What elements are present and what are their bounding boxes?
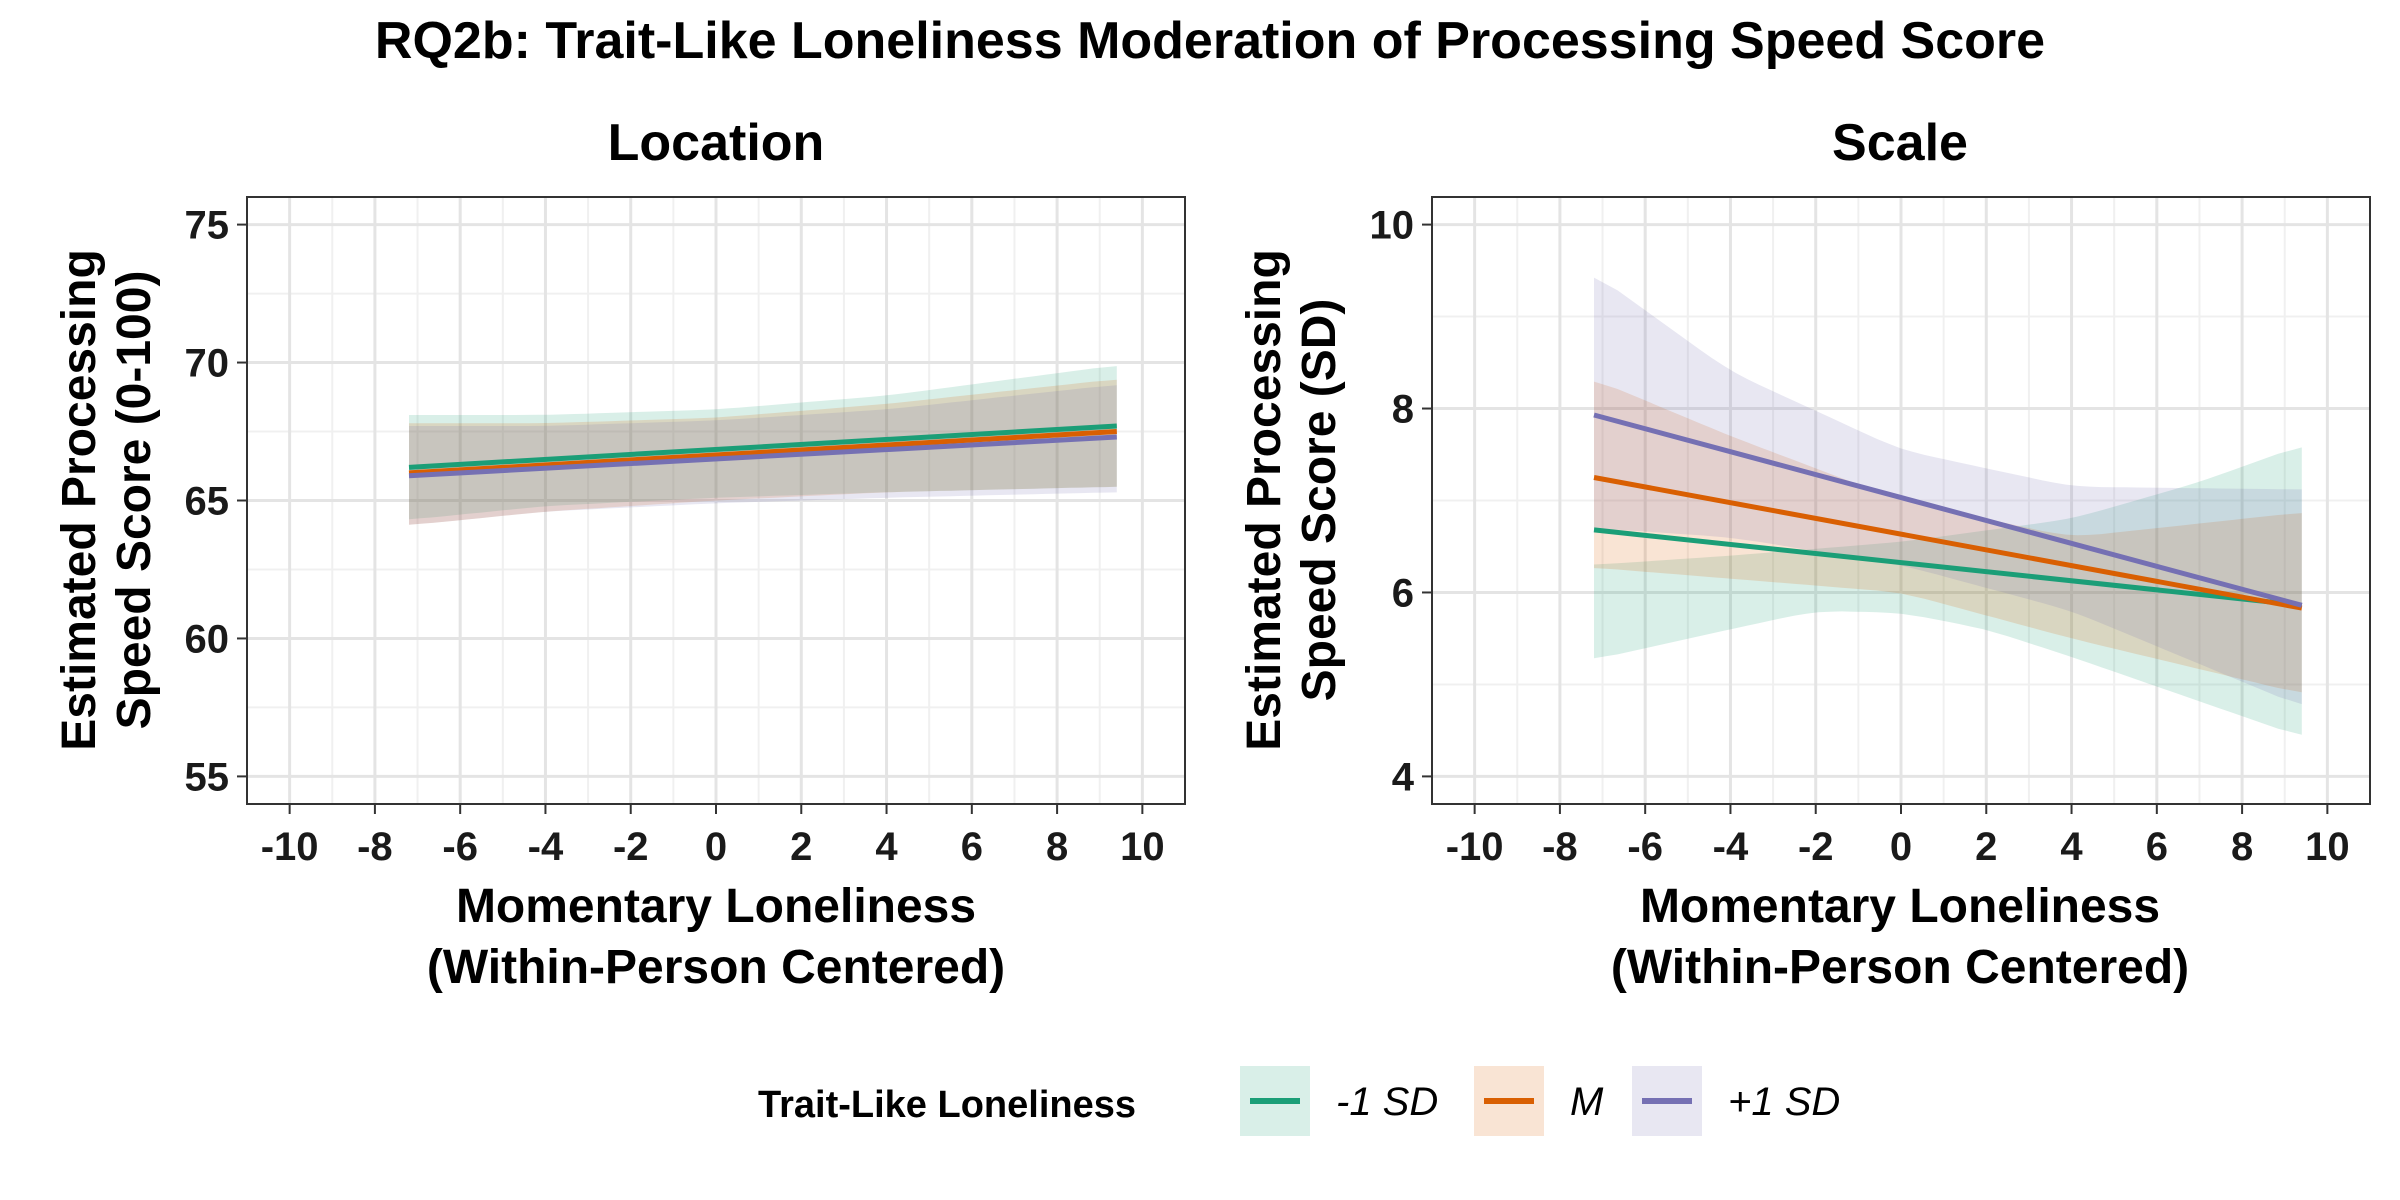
panel-location: Location -10 -8 -6 -4 -2 0 2 4 6 8 10 55 60 65 70 75 Mo… xyxy=(53,114,1186,994)
x-tick-label: 0 xyxy=(705,825,727,869)
panel-scale-y-axis-label-line2: Speed Score (SD) xyxy=(1293,299,1346,702)
legend: Trait-Like Loneliness -1 SD M +1 SD xyxy=(758,1066,1840,1136)
panel-scale-x-axis-label-line1: Momentary Loneliness xyxy=(1640,880,2160,933)
x-tick-label: 6 xyxy=(961,825,983,869)
series-line-minus-1sd xyxy=(408,423,1117,470)
x-tick-label: 8 xyxy=(1046,825,1068,869)
ci-band-minus-1sd xyxy=(409,366,1117,520)
legend-item-plus-1sd: +1 SD xyxy=(1632,1066,1840,1136)
x-tick-label: 6 xyxy=(2146,825,2168,869)
legend-label-plus-1sd: +1 SD xyxy=(1728,1080,1840,1124)
ci-band-minus-1sd xyxy=(1594,447,2302,735)
panel-location-y-axis-label-line1: Estimated Processing xyxy=(53,249,106,751)
panel-scale-strip-label: Scale xyxy=(1832,114,1968,172)
x-tick-label: -2 xyxy=(613,825,649,869)
series-line-mean xyxy=(1593,475,2303,611)
x-tick-label: 2 xyxy=(1975,825,1997,869)
x-tick-label: -8 xyxy=(1542,825,1578,869)
y-tick-label: 70 xyxy=(185,342,230,386)
legend-label-mean: M xyxy=(1570,1080,1604,1124)
x-tick-label: 4 xyxy=(2060,825,2083,869)
ci-band-mean xyxy=(1594,381,2302,693)
x-tick-label: 10 xyxy=(2305,825,2350,869)
y-tick-label: 6 xyxy=(1392,571,1414,615)
x-tick-label: -8 xyxy=(357,825,393,869)
panel-location-strip-label: Location xyxy=(608,114,825,172)
x-tick-label: 4 xyxy=(875,825,898,869)
series-line-mean xyxy=(408,429,1117,476)
y-tick-label: 75 xyxy=(185,204,230,248)
series-line-plus-1sd xyxy=(1593,412,2303,608)
y-tick-label: 60 xyxy=(185,617,230,661)
x-tick-label: -6 xyxy=(442,825,478,869)
panel-location-y-axis-label-line2: Speed Score (0-100) xyxy=(108,271,161,730)
y-tick-label: 10 xyxy=(1370,204,1415,248)
x-tick-label: -10 xyxy=(1446,825,1504,869)
x-tick-label: -2 xyxy=(1798,825,1834,869)
legend-label-minus-1sd: -1 SD xyxy=(1336,1080,1438,1124)
x-tick-label: 8 xyxy=(2231,825,2253,869)
panel-scale: Scale -10 -8 -6 -4 -2 0 2 4 6 8 10 4 6 8 10 Momentary … xyxy=(1238,114,2371,994)
chart-title: RQ2b: Trait-Like Loneliness Moderation o… xyxy=(375,12,2045,70)
x-tick-label: -10 xyxy=(261,825,319,869)
panel-scale-x-axis-label-line2: (Within-Person Centered) xyxy=(1611,941,2189,994)
x-tick-label: -4 xyxy=(528,825,564,869)
panel-scale-y-axis-label-line1: Estimated Processing xyxy=(1238,249,1291,751)
x-tick-label: -4 xyxy=(1713,825,1749,869)
y-tick-label: 65 xyxy=(185,480,230,524)
y-tick-label: 4 xyxy=(1392,755,1415,799)
legend-item-minus-1sd: -1 SD xyxy=(1240,1066,1438,1136)
y-tick-label: 8 xyxy=(1392,388,1414,432)
legend-item-mean: M xyxy=(1474,1066,1604,1136)
panel-location-x-axis-label-line1: Momentary Loneliness xyxy=(456,880,976,933)
ci-band-plus-1sd xyxy=(1594,277,2302,705)
panel-location-x-axis-label-line2: (Within-Person Centered) xyxy=(427,941,1005,994)
x-tick-label: 2 xyxy=(790,825,812,869)
series-line-minus-1sd xyxy=(1593,527,2303,608)
series-line-plus-1sd xyxy=(408,434,1117,479)
x-tick-label: -6 xyxy=(1627,825,1663,869)
legend-title: Trait-Like Loneliness xyxy=(758,1084,1136,1126)
y-tick-label: 55 xyxy=(185,755,230,799)
x-tick-label: 0 xyxy=(1890,825,1912,869)
x-tick-label: 10 xyxy=(1120,825,1165,869)
